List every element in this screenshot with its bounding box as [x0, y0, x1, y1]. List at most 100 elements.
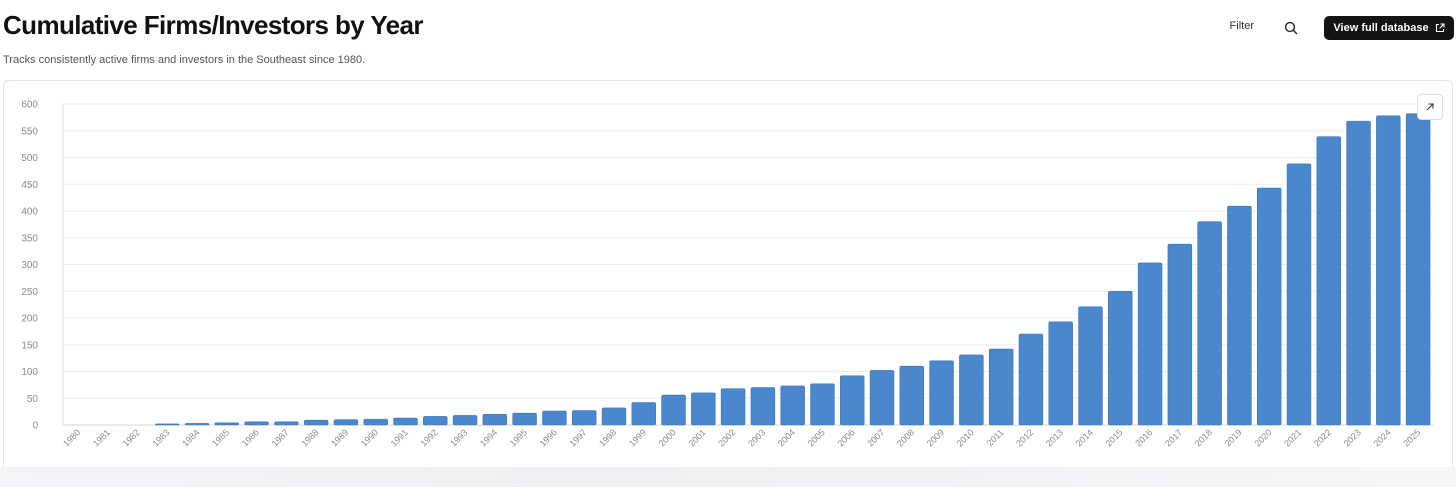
bar[interactable] — [869, 370, 895, 426]
y-tick-label: 550 — [21, 126, 38, 137]
bar[interactable] — [780, 385, 805, 426]
bar[interactable] — [1405, 113, 1431, 426]
x-tick-label: 2019 — [1223, 427, 1244, 448]
bar[interactable] — [1048, 321, 1073, 426]
expand-icon — [1426, 103, 1434, 111]
bar[interactable] — [1078, 306, 1103, 426]
bar[interactable] — [810, 383, 835, 426]
external-link-icon — [1435, 23, 1445, 33]
bar[interactable] — [571, 410, 597, 426]
bar[interactable] — [720, 388, 746, 426]
x-tick-label: 2001 — [687, 427, 708, 448]
bar[interactable] — [482, 413, 508, 426]
x-tick-label: 2002 — [716, 427, 737, 448]
x-tick-label: 2024 — [1372, 427, 1393, 448]
x-tick-label: 2022 — [1312, 427, 1333, 448]
x-tick-label: 2025 — [1401, 427, 1422, 448]
bar[interactable] — [1108, 290, 1133, 426]
bar[interactable] — [661, 394, 686, 426]
x-tick-label: 1996 — [538, 427, 559, 448]
bar[interactable] — [274, 421, 299, 426]
y-tick-label: 500 — [21, 153, 38, 164]
bar[interactable] — [214, 422, 240, 426]
view-full-database-label: View full database — [1333, 22, 1429, 34]
search-icon[interactable] — [1284, 21, 1298, 35]
x-tick-label: 1981 — [91, 427, 112, 448]
bar[interactable] — [1346, 120, 1371, 426]
x-tick-label: 1984 — [180, 427, 201, 448]
bar[interactable] — [423, 416, 448, 426]
bar[interactable] — [155, 423, 180, 426]
x-tick-label: 1997 — [567, 427, 588, 448]
bar[interactable] — [542, 410, 567, 426]
bar[interactable] — [840, 375, 865, 426]
x-tick-label: 2007 — [865, 427, 886, 448]
y-tick-label: 0 — [32, 421, 38, 432]
bar[interactable] — [1018, 333, 1044, 426]
bar[interactable] — [244, 421, 269, 426]
y-tick-label: 150 — [21, 340, 38, 351]
bar[interactable] — [1197, 221, 1222, 426]
bar[interactable] — [1137, 262, 1163, 426]
bar[interactable] — [333, 419, 359, 426]
x-tick-label: 1992 — [418, 427, 439, 448]
x-tick-label: 1998 — [597, 427, 618, 448]
x-tick-label: 2005 — [806, 427, 827, 448]
y-tick-label: 50 — [27, 394, 39, 405]
x-tick-label: 2012 — [1014, 427, 1035, 448]
y-tick-label: 350 — [21, 233, 38, 244]
x-tick-label: 1982 — [121, 427, 142, 448]
y-tick-label: 200 — [21, 314, 38, 325]
bar[interactable] — [988, 348, 1014, 426]
y-tick-label: 250 — [21, 287, 38, 298]
x-tick-label: 2003 — [746, 427, 767, 448]
x-tick-label: 2013 — [1044, 427, 1065, 448]
bar[interactable] — [750, 387, 776, 426]
bar[interactable] — [959, 354, 984, 426]
x-tick-label: 2016 — [1133, 427, 1154, 448]
x-tick-label: 1983 — [150, 427, 171, 448]
expand-chart-button[interactable] — [1417, 94, 1443, 120]
page-title: Cumulative Firms/Investors by Year — [3, 10, 423, 40]
view-full-database-button[interactable]: View full database — [1324, 16, 1454, 40]
x-tick-label: 1999 — [627, 427, 648, 448]
page-subtitle: Tracks consistently active firms and inv… — [3, 54, 366, 66]
y-tick-label: 600 — [21, 100, 38, 111]
x-tick-label: 1987 — [270, 427, 291, 448]
x-tick-label: 1988 — [299, 427, 320, 448]
bar[interactable] — [512, 412, 537, 426]
bar[interactable] — [1227, 205, 1252, 426]
bar[interactable] — [1256, 187, 1282, 426]
y-tick-label: 400 — [21, 207, 38, 218]
y-tick-label: 450 — [21, 180, 38, 191]
x-tick-label: 1993 — [448, 427, 469, 448]
bar[interactable] — [929, 360, 954, 426]
bar[interactable] — [1167, 243, 1193, 426]
x-tick-label: 1989 — [329, 427, 350, 448]
x-tick-label: 2010 — [955, 427, 976, 448]
filter-button[interactable]: Filter — [1229, 20, 1254, 32]
bar[interactable] — [691, 392, 716, 426]
bar[interactable] — [452, 415, 478, 426]
bar[interactable] — [899, 365, 925, 426]
x-tick-label: 2006 — [835, 427, 856, 448]
bar[interactable] — [601, 407, 627, 426]
bar[interactable] — [184, 423, 210, 426]
bar[interactable] — [1376, 115, 1401, 426]
x-tick-label: 1980 — [61, 427, 82, 448]
bar[interactable] — [303, 419, 329, 426]
x-tick-label: 2004 — [776, 427, 797, 448]
bar[interactable] — [631, 402, 656, 426]
x-tick-label: 1986 — [240, 427, 261, 448]
x-tick-label: 2009 — [925, 427, 946, 448]
bar[interactable] — [1316, 136, 1341, 426]
x-tick-label: 2011 — [985, 427, 1006, 448]
bar[interactable] — [1286, 163, 1312, 426]
x-tick-label: 2020 — [1252, 427, 1273, 448]
x-tick-label: 1985 — [210, 427, 231, 448]
chart-card: 0 50 100 150 200 250 300 350 400 450 500 550 600 1980… — [3, 80, 1453, 476]
x-tick-label: 2014 — [1074, 427, 1095, 448]
bar[interactable] — [363, 418, 388, 426]
bar[interactable] — [393, 417, 418, 426]
